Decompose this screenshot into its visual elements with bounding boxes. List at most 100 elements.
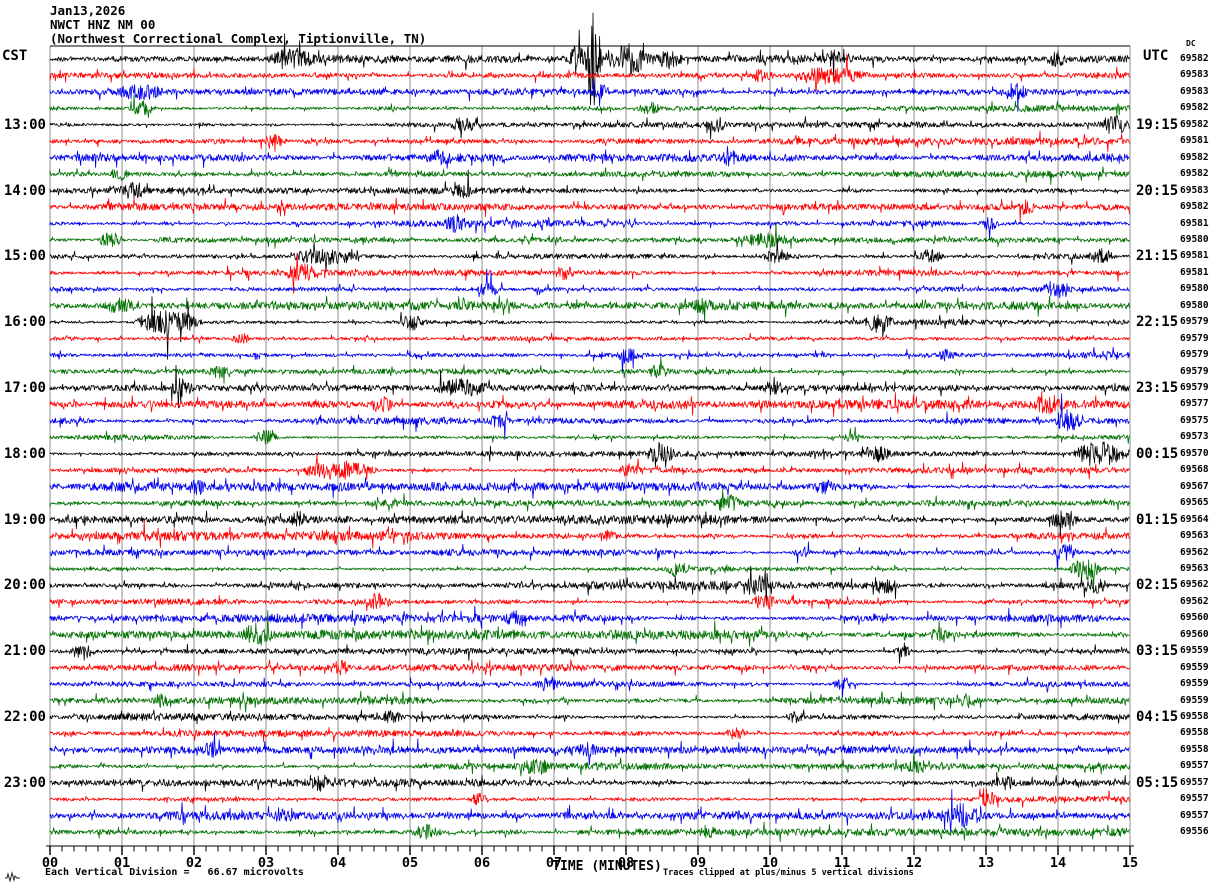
seismogram-trace-row-23 [49,426,1130,445]
dc-offset-value: 69560 [1180,628,1209,640]
dc-offset-value: 69564 [1180,513,1209,525]
seismogram-trace-row-38 [49,676,1130,698]
utc-hour-label: 19:15 [1136,116,1179,133]
cst-hour-label: 15:00 [3,248,46,265]
x-tick-label: 03 [257,855,275,871]
cst-hour-label: 23:00 [3,774,46,791]
x-tick-label: 02 [185,855,203,871]
scale-note: Each Vertical Division = 66.67 microvolt… [45,867,304,878]
dc-offset-value: 69582 [1180,102,1209,114]
cst-hour-label: 21:00 [3,643,46,660]
dc-offset-value: 69559 [1180,661,1209,673]
seismogram-trace-row-17 [49,332,1130,344]
dc-offset-value: 69579 [1180,332,1209,344]
seismogram-trace-row-40 [49,709,1130,725]
seismogram-trace-row-6 [49,145,1130,169]
seismogram-trace-row-28 [49,510,1130,537]
seismogram-trace-row-15 [49,295,1130,324]
seismogram-trace-row-16 [49,296,1130,360]
cst-hour-label: 19:00 [3,511,46,528]
x-tick-label: 05 [401,855,419,871]
x-tick-label: 10 [761,855,779,871]
dc-offset-value: 69582 [1180,201,1209,213]
seismogram-trace-row-42 [49,731,1130,766]
seismogram-trace-row-22 [49,393,1130,440]
dc-offset-value: 69583 [1180,184,1209,196]
seismogram-trace-row-19 [49,356,1130,384]
cst-hour-label: 20:00 [3,577,46,594]
dc-offset-value: 69565 [1180,497,1209,509]
dc-offset-value: 69563 [1180,530,1209,542]
seismogram-trace-row-41 [49,726,1130,743]
dc-offset-value: 69557 [1180,809,1209,821]
dc-offset-value: 69579 [1180,382,1209,393]
dc-offset-value: 69581 [1180,266,1209,278]
dc-offset-value: 69582 [1180,53,1209,64]
dc-offset-value: 69582 [1180,118,1209,130]
seismogram-trace-row-36 [49,642,1130,664]
dc-offset-value: 69581 [1180,135,1209,147]
seismogram-trace-row-5 [49,130,1130,153]
x-tick-label: 01 [113,855,131,871]
x-tick-label: 09 [689,855,707,871]
x-tick-label: 15 [1121,855,1139,871]
seismogram-trace-row-18 [49,346,1130,374]
dc-offset-value: 69558 [1180,711,1209,722]
dc-offset-value: 69579 [1180,365,1209,377]
seismogram-trace-row-12 [49,238,1130,273]
header-date: Jan13,2026 [50,3,126,18]
seismogram-trace-row-13 [49,252,1130,294]
x-tick-label: 14 [1049,855,1067,871]
cst-hour-label: 22:00 [3,709,46,725]
dc-offset-value: 69557 [1180,793,1209,805]
dc-offset-value: 69562 [1180,595,1209,607]
dc-offset-value: 69579 [1180,316,1209,328]
seismogram-trace-row-44 [49,771,1130,792]
dc-offset-value: 69559 [1180,678,1209,690]
seismogram-trace-row-3 [49,94,1130,119]
seismogram-trace-row-29 [49,519,1130,549]
utc-hour-label: 01:15 [1136,511,1179,528]
utc-hour-label: 22:15 [1136,314,1179,331]
dc-offset-value: 69581 [1180,217,1209,229]
header-location: (Northwest Correctional Complex, Tiption… [50,31,427,46]
utc-hour-label: 23:15 [1136,380,1179,396]
mini-seismo-glyph [5,871,20,882]
seismogram-trace-row-32 [49,565,1130,604]
dc-offset-value: 69570 [1180,447,1209,459]
cst-hour-label: 16:00 [3,314,46,331]
seismogram-trace-row-34 [49,605,1130,630]
dc-offset-value: 69558 [1180,743,1209,755]
seismogram-trace-row-11 [49,222,1130,249]
seismogram-trace-row-0 [49,12,1130,106]
utc-hour-label: 20:15 [1136,182,1179,199]
dc-offset-value: 69559 [1180,645,1209,657]
seismogram-trace-row-21 [49,391,1130,418]
dc-offset-value: 69580 [1180,299,1209,311]
utc-hour-label: 02:15 [1136,577,1179,594]
seismogram-trace-row-39 [49,690,1130,713]
seismogram-trace-row-33 [49,592,1130,612]
x-tick-label: 00 [41,855,59,871]
dc-offset-value: 69560 [1180,612,1209,624]
seismogram-trace-row-47 [49,821,1130,843]
dc-offset-value: 69562 [1180,579,1209,591]
dc-offset-value: 69563 [1180,562,1209,574]
header-station: NWCT HNZ NM 00 [50,17,156,32]
cst-hour-label: 18:00 [3,445,46,462]
dc-offset-value: 69577 [1180,398,1209,410]
dc-offset-value: 69567 [1180,480,1209,492]
seismogram-trace-row-46 [49,789,1130,834]
dc-offset-value: 69582 [1180,168,1209,180]
x-tick-label: 12 [905,855,923,871]
seismogram-trace-row-45 [49,787,1130,808]
dc-offset-value: 69580 [1180,233,1209,245]
cst-hour-label: 14:00 [3,182,46,199]
x-tick-label: 13 [977,855,995,871]
x-tick-label: 11 [833,855,851,871]
dc-offset-value: 69583 [1180,69,1209,81]
dc-offset-value: 69583 [1180,85,1209,97]
dc-offset-value: 69558 [1180,727,1209,739]
